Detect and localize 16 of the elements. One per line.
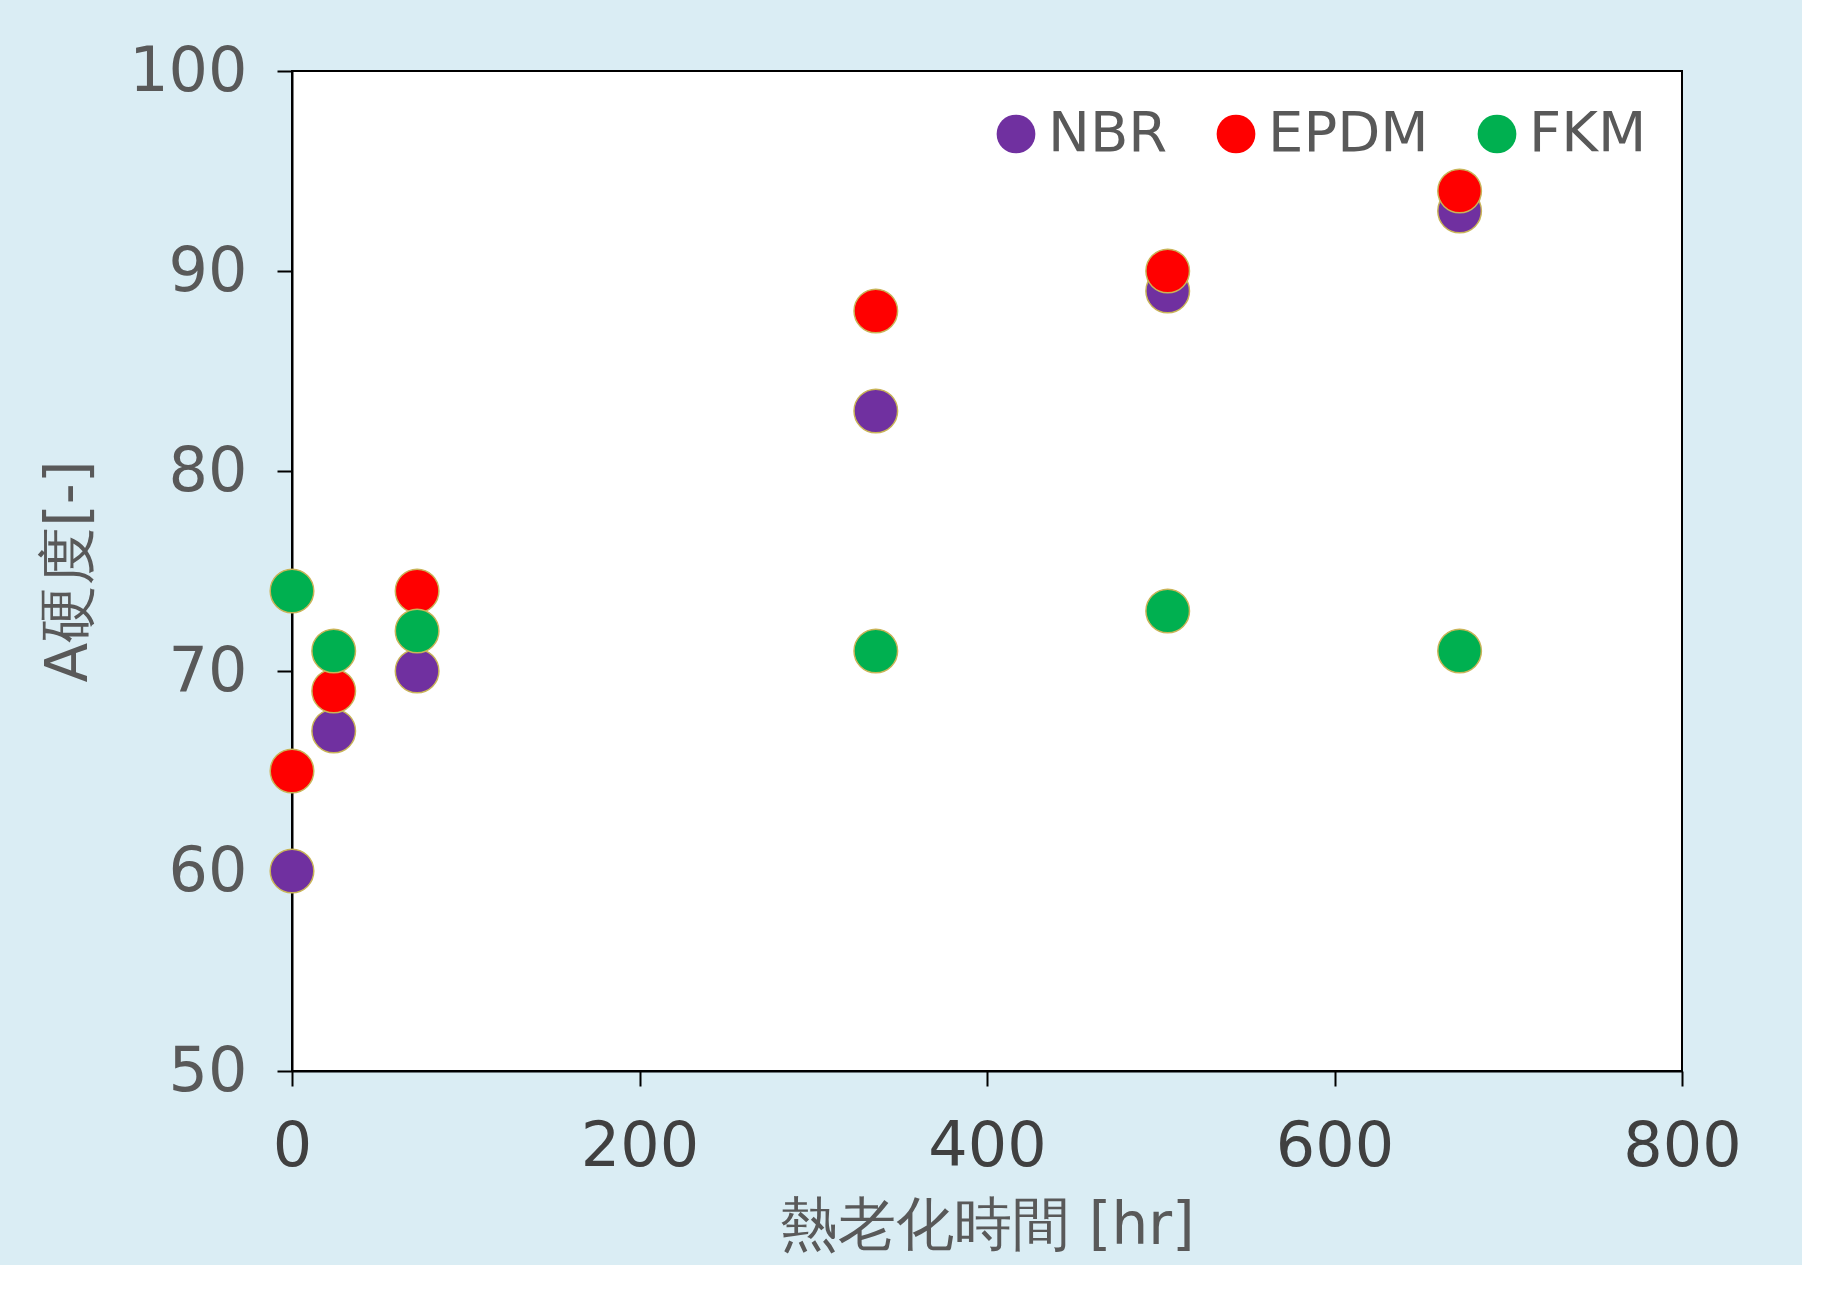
y-tick-label: 90 xyxy=(168,232,248,306)
x-tick-label: 400 xyxy=(928,1107,1047,1181)
x-tick-label: 200 xyxy=(580,1107,700,1181)
y-tick-label: 60 xyxy=(168,832,248,906)
x-tick-label: 0 xyxy=(272,1107,313,1181)
x-tick-label: 600 xyxy=(1275,1107,1395,1181)
legend-label: FKM xyxy=(1529,99,1647,164)
y-tick-label: 70 xyxy=(168,632,248,706)
legend-label: EPDM xyxy=(1268,99,1429,164)
x-axis-title: 熱老化時間 [hr] xyxy=(780,1189,1195,1258)
y-tick-label: 80 xyxy=(168,432,248,506)
legend-label: NBR xyxy=(1048,99,1168,164)
y-tick-label: 50 xyxy=(168,1032,248,1106)
y-tick-label: 100 xyxy=(129,32,248,106)
y-axis-title: A硬度[-] xyxy=(33,460,102,683)
x-tick-label: 800 xyxy=(1623,1107,1742,1181)
